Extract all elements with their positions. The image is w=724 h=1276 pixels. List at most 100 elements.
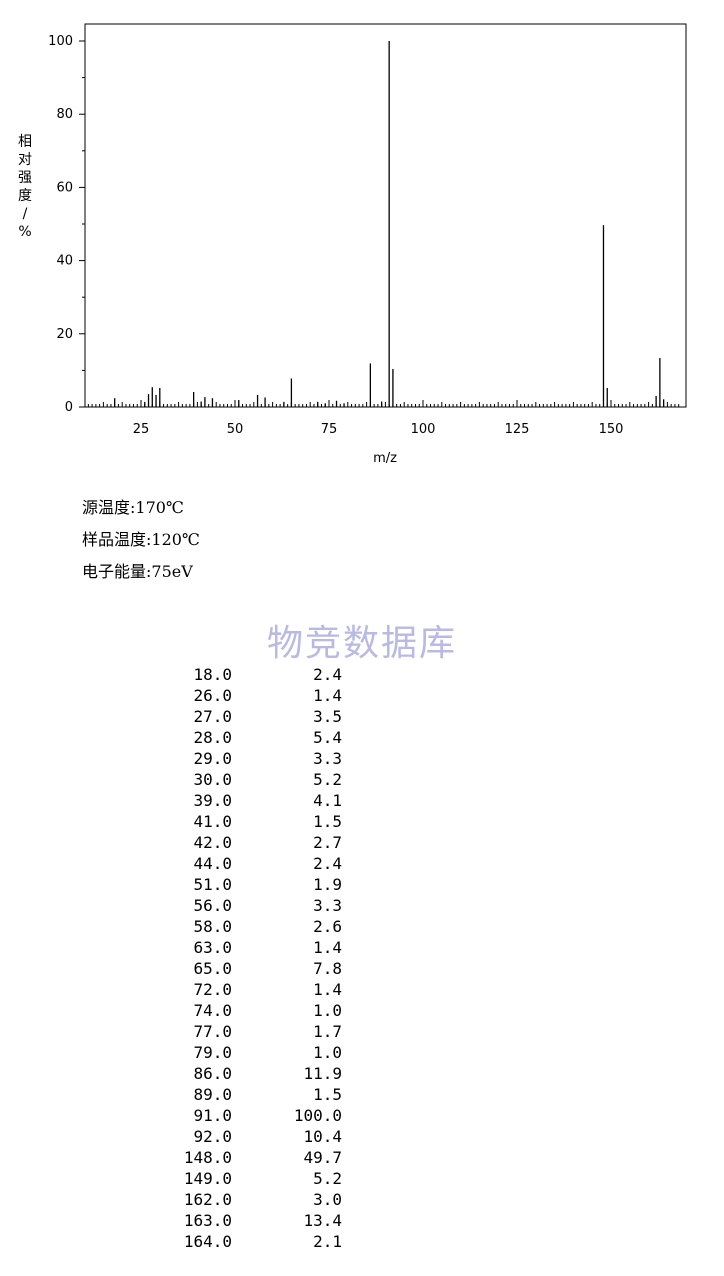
peak-row: 91.0 100.0 — [170, 1105, 342, 1126]
y-axis: 0 20 40 60 80 100 — [48, 34, 85, 415]
peak-mz: 149.0 — [183, 1169, 232, 1188]
peak-abundance: 5.4 — [313, 728, 342, 747]
x-tick-label: 25 — [133, 422, 150, 437]
peak-row: 26.0 1.4 — [170, 685, 342, 706]
peak-mz: 72.0 — [193, 980, 232, 999]
peak-abundance: 3.5 — [313, 707, 342, 726]
peak-abundance: 100.0 — [293, 1106, 342, 1125]
peak-mz: 92.0 — [193, 1127, 232, 1146]
source-temperature: 源温度:170℃ — [82, 498, 184, 517]
peak-abundance: 5.2 — [313, 1169, 342, 1188]
peak-row: 42.0 2.7 — [170, 832, 342, 853]
peak-row: 18.0 2.4 — [170, 664, 342, 685]
peak-mz: 86.0 — [193, 1064, 232, 1083]
peak-row: 63.0 1.4 — [170, 937, 342, 958]
peak-abundance: 2.7 — [313, 833, 342, 852]
peak-row: 29.0 3.3 — [170, 748, 342, 769]
peak-abundance: 2.4 — [313, 665, 342, 684]
peak-mz: 29.0 — [193, 749, 232, 768]
peak-abundance: 3.3 — [313, 896, 342, 915]
peak-row: 164.0 2.1 — [170, 1231, 342, 1252]
peak-abundance: 49.7 — [303, 1148, 342, 1167]
peak-mz: 56.0 — [193, 896, 232, 915]
peak-mz: 74.0 — [193, 1001, 232, 1020]
x-tick-label: 100 — [411, 422, 436, 437]
peak-mz: 164.0 — [183, 1232, 232, 1251]
peak-row: 89.0 1.5 — [170, 1084, 342, 1105]
peak-abundance: 1.5 — [313, 1085, 342, 1104]
x-axis-label: m/z — [373, 451, 397, 466]
peak-row: 163.0 13.4 — [170, 1210, 342, 1231]
x-tick-label: 50 — [227, 422, 244, 437]
peak-row: 56.0 3.3 — [170, 895, 342, 916]
peak-abundance: 4.1 — [313, 791, 342, 810]
x-tick-label: 125 — [505, 422, 530, 437]
plot-frame — [84, 23, 687, 408]
peak-abundance: 1.0 — [313, 1001, 342, 1020]
peak-row: 162.0 3.0 — [170, 1189, 342, 1210]
peak-abundance: 2.6 — [313, 917, 342, 936]
peak-row: 77.0 1.7 — [170, 1021, 342, 1042]
peak-mz: 42.0 — [193, 833, 232, 852]
y-axis-label-char: % — [18, 224, 31, 240]
y-axis-label-char: 度 — [18, 188, 32, 204]
peak-row: 149.0 5.2 — [170, 1168, 342, 1189]
peak-abundance: 10.4 — [303, 1127, 342, 1146]
peak-abundance: 1.4 — [313, 938, 342, 957]
peak-mz: 163.0 — [183, 1211, 232, 1230]
electron-energy: 电子能量:75eV — [82, 562, 193, 581]
peak-row: 86.0 11.9 — [170, 1063, 342, 1084]
peak-abundance: 11.9 — [303, 1064, 342, 1083]
x-tick-label: 150 — [599, 422, 624, 437]
peak-mz: 51.0 — [193, 875, 232, 894]
peak-abundance: 3.3 — [313, 749, 342, 768]
x-axis: 25 50 75 100 125 150 — [87, 400, 680, 437]
peak-mz: 26.0 — [193, 686, 232, 705]
spectrum-bars — [114, 41, 665, 407]
peak-abundance: 7.8 — [313, 959, 342, 978]
peak-row: 39.0 4.1 — [170, 790, 342, 811]
peak-mz: 148.0 — [183, 1148, 232, 1167]
y-tick-label: 20 — [56, 327, 73, 342]
peak-row: 148.0 49.7 — [170, 1147, 342, 1168]
peak-mz: 63.0 — [193, 938, 232, 957]
sample-temperature: 样品温度:120℃ — [82, 530, 200, 549]
peak-mz: 41.0 — [193, 812, 232, 831]
peak-mz: 18.0 — [193, 665, 232, 684]
peak-mz: 30.0 — [193, 770, 232, 789]
peak-row: 30.0 5.2 — [170, 769, 342, 790]
peak-mz: 65.0 — [193, 959, 232, 978]
peak-mz: 79.0 — [193, 1043, 232, 1062]
x-tick-label: 75 — [321, 422, 338, 437]
peak-abundance: 1.4 — [313, 980, 342, 999]
peak-abundance: 1.0 — [313, 1043, 342, 1062]
y-tick-label: 60 — [56, 180, 73, 195]
peak-row: 79.0 1.0 — [170, 1042, 342, 1063]
y-tick-label: 40 — [56, 254, 73, 269]
peak-row: 72.0 1.4 — [170, 979, 342, 1000]
peak-row: 58.0 2.6 — [170, 916, 342, 937]
peak-mz: 91.0 — [193, 1106, 232, 1125]
peak-row: 65.0 7.8 — [170, 958, 342, 979]
y-tick-label: 80 — [56, 107, 73, 122]
watermark-text: 物竞数据库 — [266, 623, 457, 664]
peak-row: 92.0 10.4 — [170, 1126, 342, 1147]
y-axis-label-char: 强 — [18, 170, 32, 186]
peak-row: 74.0 1.0 — [170, 1000, 342, 1021]
peak-mz: 27.0 — [193, 707, 232, 726]
y-tick-label: 100 — [48, 34, 73, 49]
peak-mz: 77.0 — [193, 1022, 232, 1041]
y-axis-label-char: 相 — [18, 134, 32, 150]
peak-table: 18.0 2.4 26.0 1.4 27.0 3.5 28.0 5.4 29.0 3.3 30.0 5… — [170, 664, 342, 1252]
peak-row: 28.0 5.4 — [170, 727, 342, 748]
peak-row: 44.0 2.4 — [170, 853, 342, 874]
y-tick-label: 0 — [65, 400, 73, 415]
peak-abundance: 1.7 — [313, 1022, 342, 1041]
peak-mz: 58.0 — [193, 917, 232, 936]
peak-row: 41.0 1.5 — [170, 811, 342, 832]
peak-mz: 162.0 — [183, 1190, 232, 1209]
peak-abundance: 1.4 — [313, 686, 342, 705]
peak-abundance: 2.1 — [313, 1232, 342, 1251]
